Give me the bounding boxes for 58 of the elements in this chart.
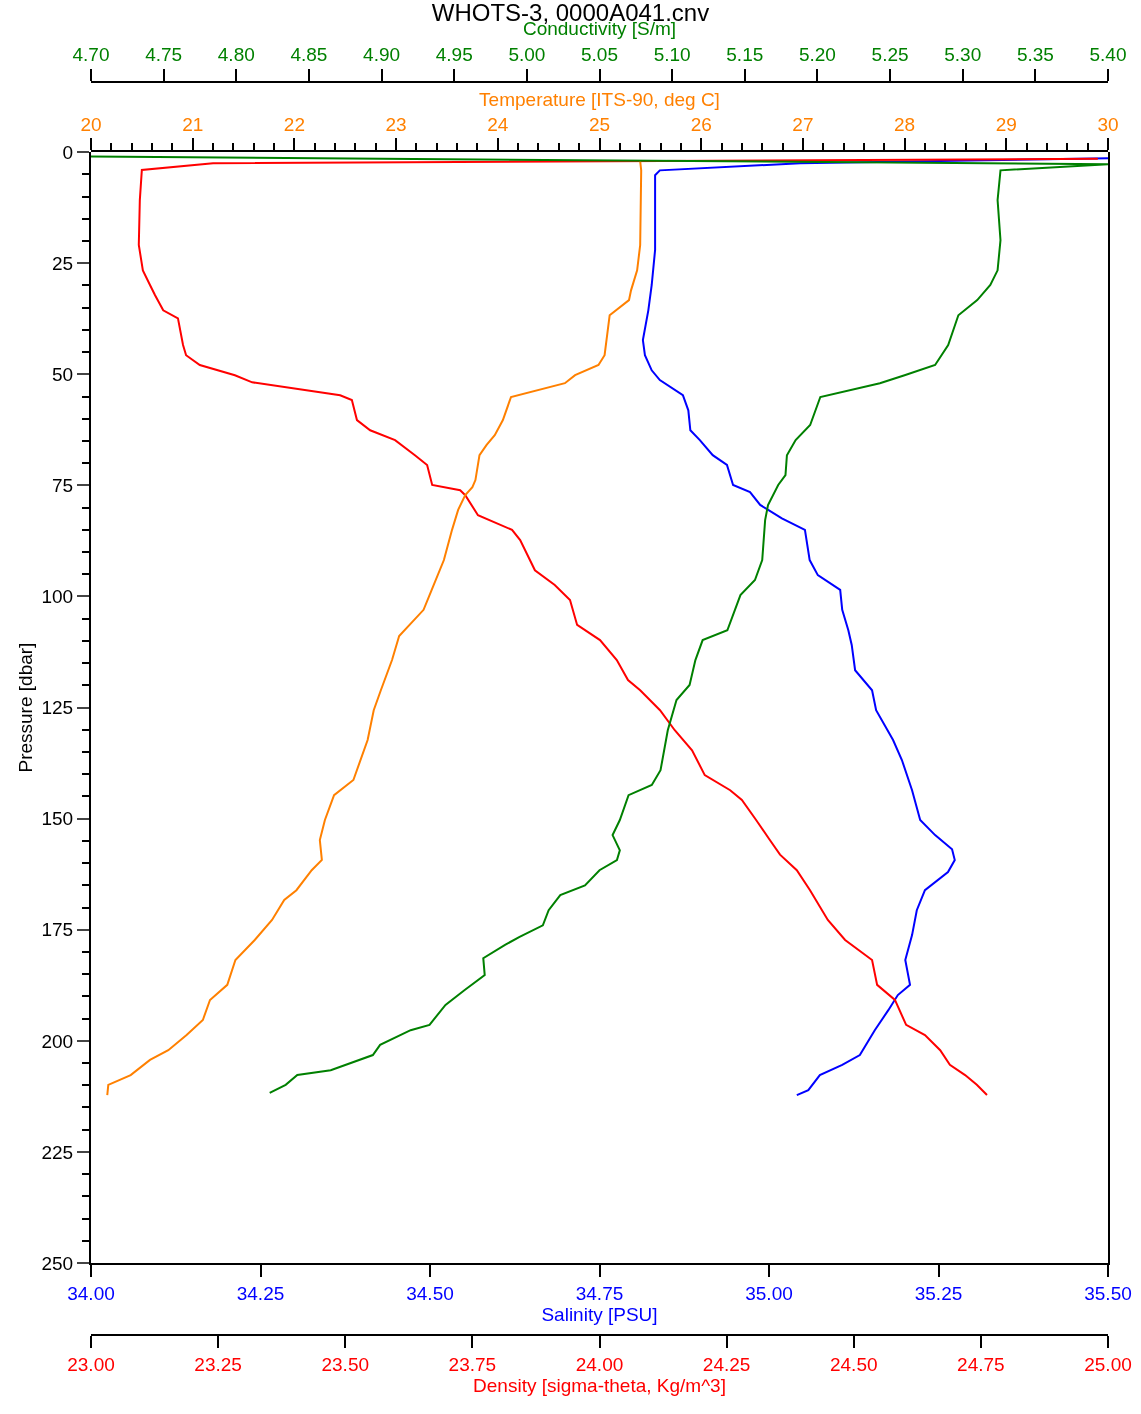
y-tick-label: 250: [41, 1252, 74, 1274]
x2-tick-label: 23.75: [448, 1353, 497, 1375]
x2-tick-label: 4.75: [145, 44, 183, 66]
x2-tick-label: 5.35: [1016, 44, 1054, 66]
x2-tick-label: 5.05: [581, 44, 618, 66]
x2-tick-label: 23.00: [67, 1353, 115, 1375]
x2-tick-label: 5.30: [944, 44, 982, 66]
y-tick-label: 100: [41, 586, 74, 608]
x-tick-label: 24: [487, 113, 509, 135]
y-tick-label: 0: [62, 141, 74, 163]
y-tick-label: 125: [41, 697, 74, 719]
x2-tick-label: 5.25: [871, 44, 909, 66]
x-tick-label: 20: [80, 113, 102, 135]
x2-tick-label: 4.90: [363, 44, 401, 66]
x2-tick-label: 23.25: [194, 1353, 242, 1375]
x-tick-label: 34.00: [67, 1282, 115, 1304]
x2-tick-label: 5.10: [653, 44, 691, 66]
x2-tick-label: 24.75: [957, 1353, 1005, 1375]
x2-tick-label: 24.00: [575, 1353, 624, 1375]
y-tick-label: 225: [41, 1141, 74, 1163]
x-axis-title: Temperature [ITS-90, deg C]: [479, 88, 720, 110]
y-axis-title: Pressure [dbar]: [14, 642, 36, 773]
x2-tick-label: 24.50: [829, 1353, 878, 1375]
x-axis-title: Salinity [PSU]: [541, 1303, 658, 1325]
y-tick-label: 150: [41, 808, 74, 830]
x-tick-label: 28: [894, 113, 916, 135]
x-tick-label: 34.25: [236, 1282, 285, 1304]
x2-tick-label: 25.00: [1084, 1353, 1132, 1375]
y-tick-label: 200: [41, 1030, 74, 1052]
x-tick-label: 34.75: [575, 1282, 624, 1304]
x-tick-label: 25: [588, 113, 611, 135]
y-tick-label: 75: [52, 475, 74, 497]
y-tick-label: 50: [52, 363, 74, 385]
x2-tick-label: 24.25: [702, 1353, 751, 1375]
x2-tick-label: 5.15: [726, 44, 764, 66]
x2-tick-label: 4.80: [217, 44, 255, 66]
x-tick-label: 26: [690, 113, 712, 135]
x-tick-label: 23: [385, 113, 407, 135]
x2-tick-label: 23.50: [321, 1353, 370, 1375]
x2-tick-label: 4.70: [72, 44, 110, 66]
x2-tick-label: 5.40: [1089, 44, 1127, 66]
x-tick-label: 22: [283, 113, 305, 135]
x-tick-label: 35.00: [745, 1282, 793, 1304]
y-tick-label: 25: [52, 252, 74, 274]
line-series: [641, 157, 1108, 1097]
x2-axis-title: Density [sigma-theta, Kg/m^3]: [473, 1374, 726, 1396]
x2-tick-label: 4.95: [435, 44, 473, 66]
x2-tick-label: 5.00: [508, 44, 546, 66]
y-tick-label: 175: [41, 919, 74, 941]
x-tick-label: 34.50: [406, 1282, 454, 1304]
x-tick-label: 27: [792, 113, 814, 135]
x-tick-label: 21: [182, 113, 204, 135]
x-tick-label: 30: [1097, 113, 1119, 135]
x2-tick-label: 5.20: [798, 44, 836, 66]
x2-tick-label: 4.85: [290, 44, 328, 66]
x-tick-label: 35.50: [1084, 1282, 1132, 1304]
x-tick-label: 35.25: [914, 1282, 963, 1304]
x-tick-label: 29: [995, 113, 1017, 135]
